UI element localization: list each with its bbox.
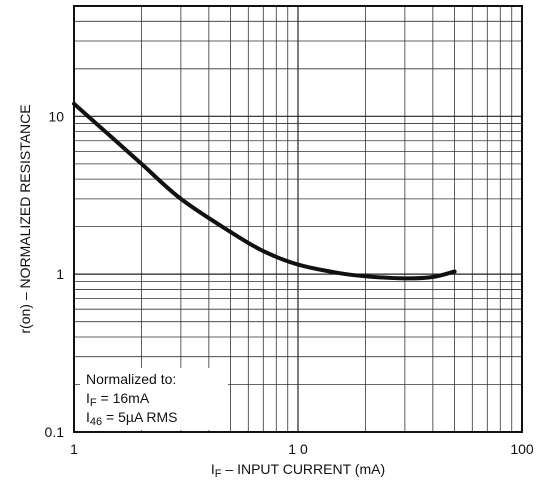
y-tick-label: 0.1 xyxy=(45,424,65,440)
annotation-background xyxy=(80,368,228,430)
annotation-line-3-main: I xyxy=(86,409,90,425)
annotation-line-3: I46 = 5µA RMS xyxy=(86,409,178,428)
x-axis-title-rest: – INPUT CURRENT (mA) xyxy=(222,461,386,477)
annotation-line-3-sub: 46 xyxy=(90,416,102,428)
annotation-box: Normalized to: IF = 16mA I46 = 5µA RMS xyxy=(80,368,228,430)
annotation-line-2-sub: F xyxy=(90,397,97,409)
x-axis-title-main: I xyxy=(211,461,215,477)
series-line xyxy=(72,101,457,281)
annotation-line-1: Normalized to: xyxy=(86,371,176,387)
x-axis-title: IF – INPUT CURRENT (mA) xyxy=(211,461,385,480)
x-tick-label: 1 0 xyxy=(288,441,308,457)
annotation-line-2-main: I xyxy=(86,390,90,406)
y-axis-title: r(on) – NORMALIZED RESISTANCE xyxy=(17,104,33,333)
plot-frame xyxy=(73,5,523,433)
annotation-line-2-rest: = 16mA xyxy=(97,390,150,406)
y-tick-labels: 0.1 1 10 xyxy=(45,108,65,440)
x-tick-labels: 1 1 0 100 xyxy=(70,441,534,457)
annotation-line-3-rest: = 5µA RMS xyxy=(102,409,177,425)
y-tick-label: 10 xyxy=(48,108,64,124)
y-tick-label: 1 xyxy=(56,266,64,282)
x-tick-label: 1 xyxy=(70,441,78,457)
x-axis-title-sub: F xyxy=(215,468,222,480)
x-tick-label: 100 xyxy=(510,441,534,457)
annotation-line-2: IF = 16mA xyxy=(86,390,150,409)
